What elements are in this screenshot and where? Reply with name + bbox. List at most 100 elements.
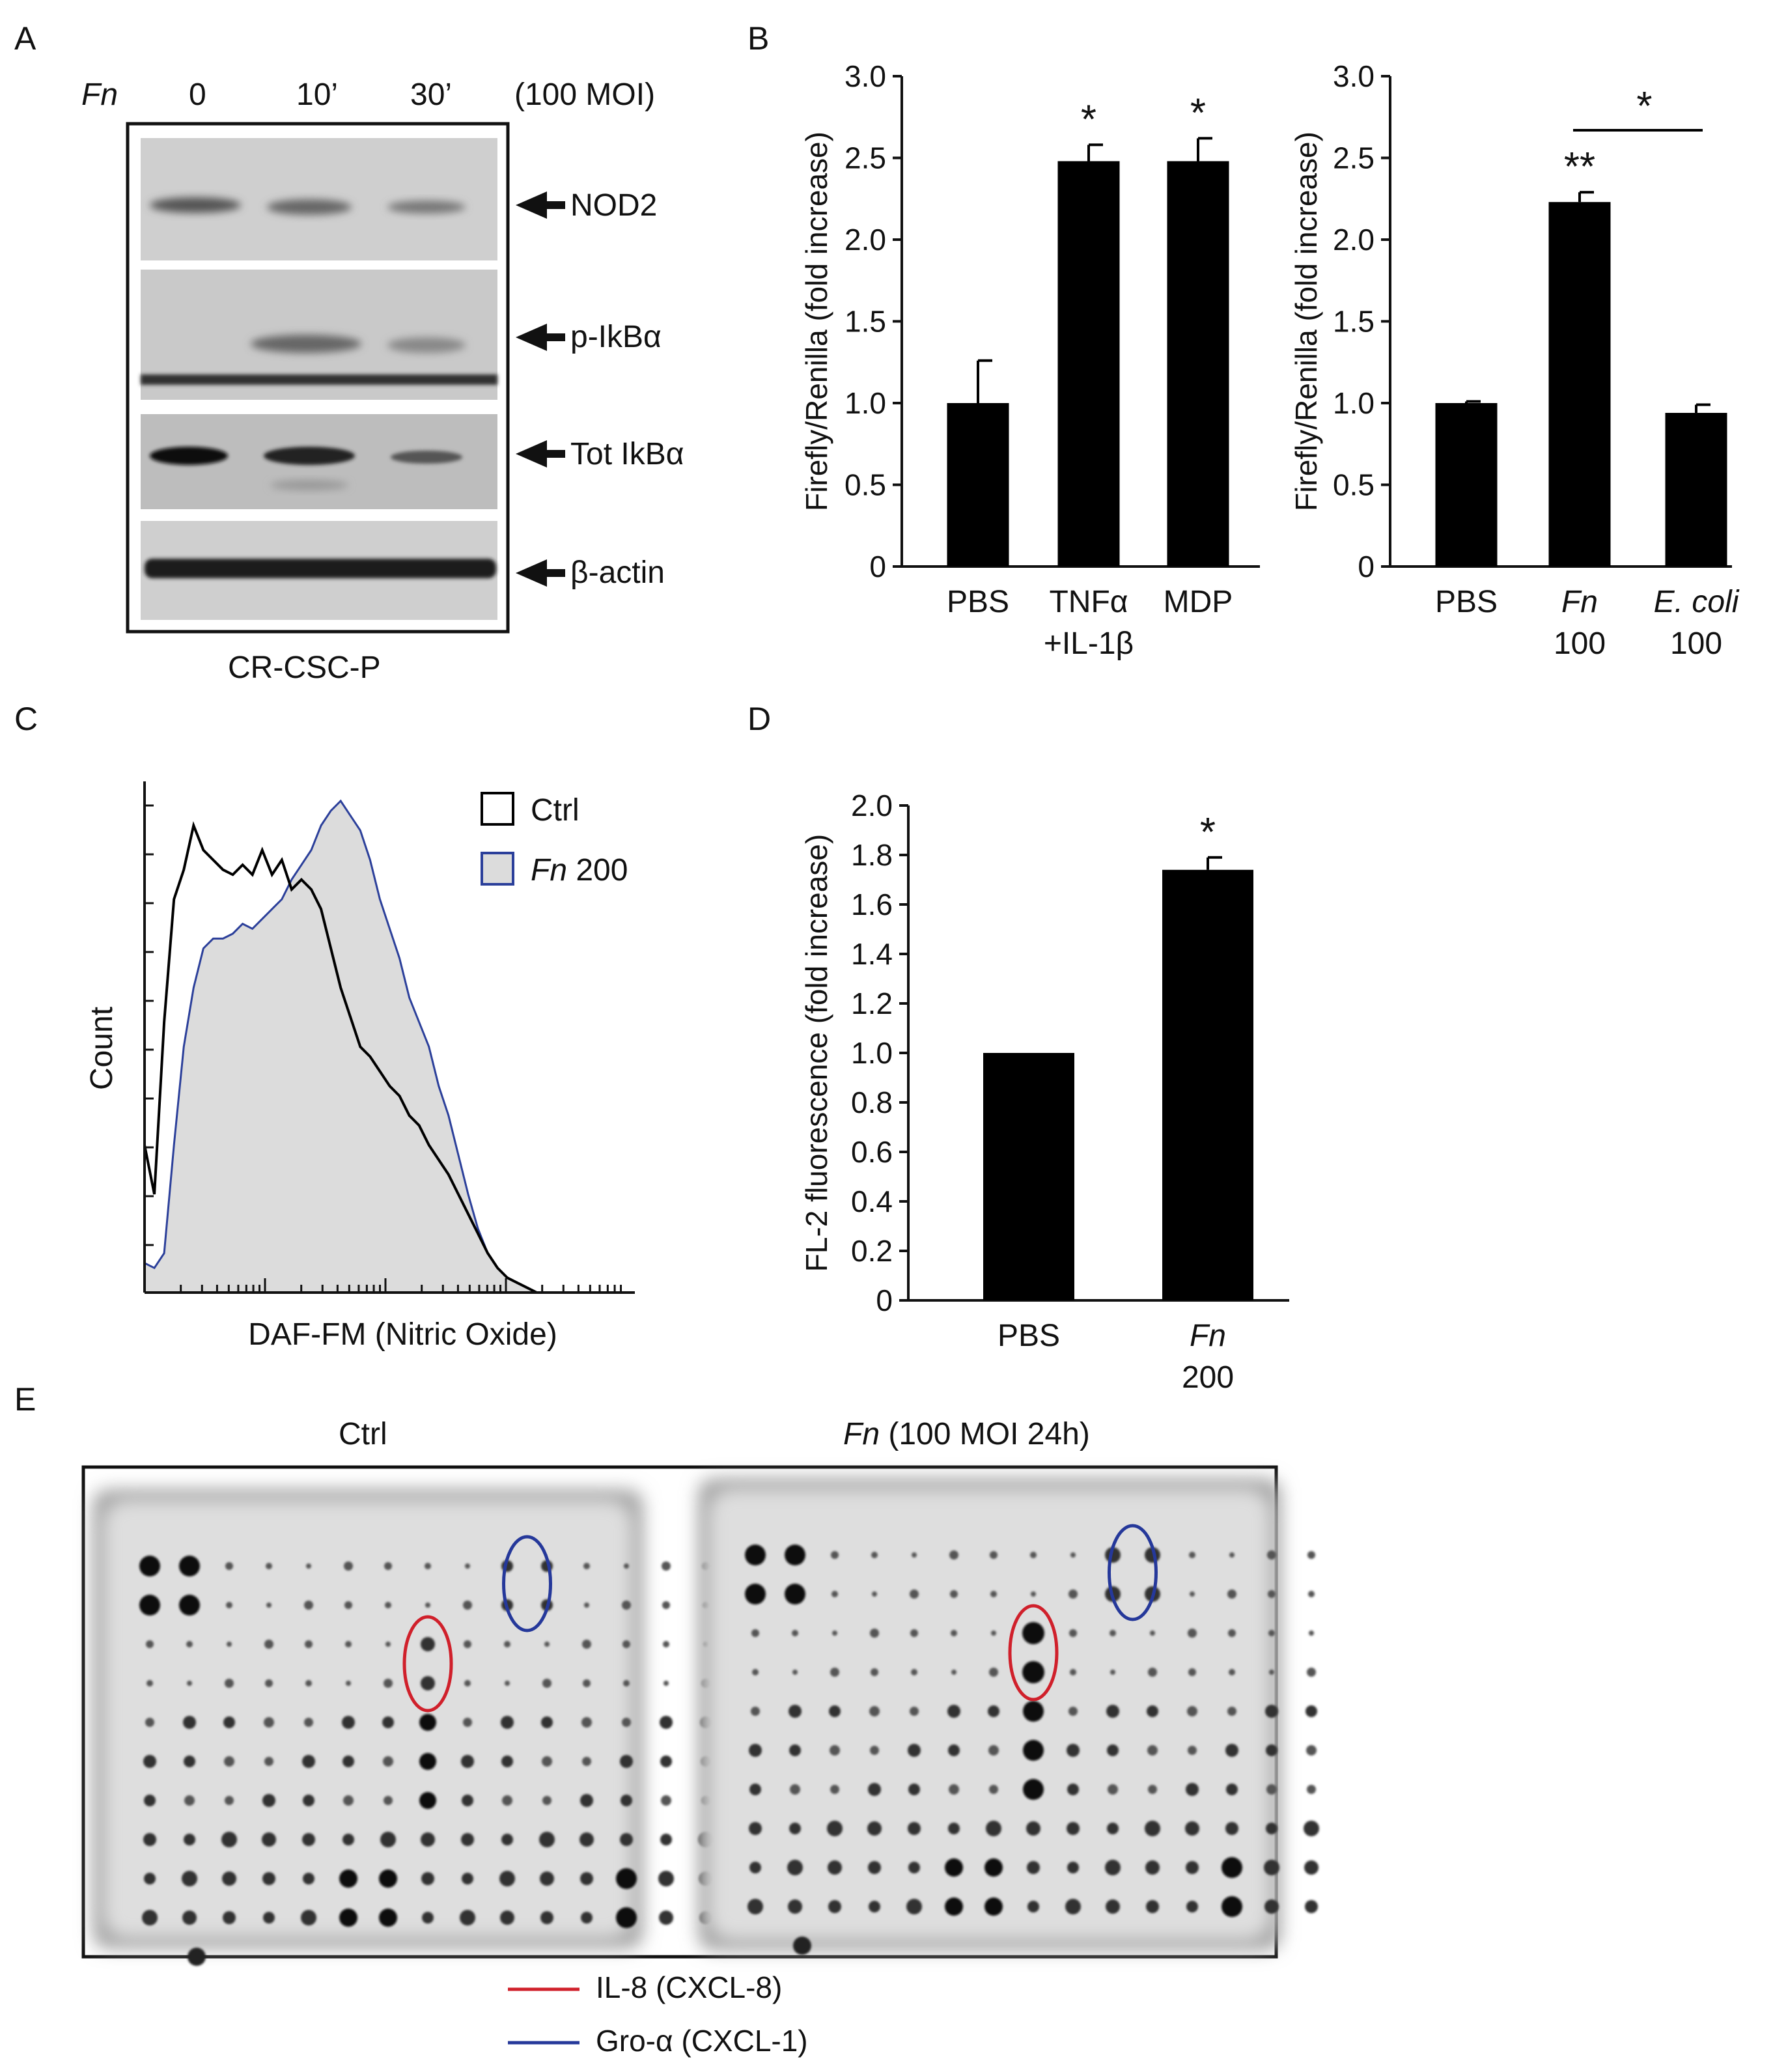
y-axis-label: Firefly/Renilla (fold increase) bbox=[800, 132, 833, 511]
array-spot bbox=[1145, 1586, 1160, 1602]
array-spot bbox=[501, 1834, 513, 1845]
array-spot bbox=[749, 1744, 762, 1757]
array-spot bbox=[1267, 1550, 1276, 1560]
array-spot bbox=[579, 1832, 594, 1847]
band-label-pikba: p-IkBα bbox=[570, 320, 662, 354]
legend-label-fn-dose: 200 bbox=[576, 853, 628, 888]
array-spot bbox=[701, 1756, 711, 1767]
array-spot bbox=[542, 1756, 552, 1767]
y-tick-label: 1.5 bbox=[1333, 305, 1375, 339]
array-spot bbox=[828, 1860, 842, 1875]
array-spot bbox=[226, 1602, 232, 1608]
y-tick-label: 1.0 bbox=[851, 1036, 893, 1070]
array-spot bbox=[464, 1640, 471, 1648]
array-spot bbox=[872, 1591, 877, 1597]
array-spot bbox=[623, 1680, 630, 1687]
array-spot bbox=[384, 1679, 393, 1688]
array-spot bbox=[984, 1858, 1003, 1877]
array-spot bbox=[788, 1899, 802, 1914]
array-spot bbox=[1189, 1552, 1195, 1558]
array-spot bbox=[303, 1873, 314, 1884]
array-spot bbox=[662, 1561, 671, 1571]
array-spot bbox=[1228, 1629, 1236, 1637]
lane-label-0: 0 bbox=[189, 77, 206, 112]
category-label: Fn bbox=[1190, 1319, 1226, 1353]
array-spot bbox=[182, 1911, 197, 1925]
array-spot bbox=[465, 1563, 470, 1569]
array-spot bbox=[379, 1909, 397, 1927]
array-spot bbox=[1145, 1860, 1160, 1875]
array-spot bbox=[266, 1603, 272, 1608]
il8-highlight bbox=[1008, 1604, 1059, 1701]
panel-letter-c: C bbox=[14, 701, 38, 737]
array-spot bbox=[265, 1679, 273, 1687]
y-tick-label: 1.2 bbox=[851, 987, 893, 1020]
array-spot bbox=[698, 1832, 714, 1847]
array-spot bbox=[182, 1871, 197, 1886]
array-spot bbox=[303, 1795, 314, 1806]
array-spot bbox=[699, 1911, 712, 1924]
y-tick-label: 1.8 bbox=[851, 838, 893, 872]
array-spot bbox=[385, 1642, 391, 1647]
y-tick-label: 0.2 bbox=[851, 1234, 893, 1268]
array-spot bbox=[306, 1563, 311, 1569]
array-spot bbox=[827, 1821, 843, 1836]
bar bbox=[1665, 413, 1727, 567]
array-spot bbox=[463, 1718, 472, 1727]
array-spot bbox=[1105, 1547, 1121, 1563]
array-spot bbox=[829, 1705, 841, 1717]
category-label: 200 bbox=[1182, 1360, 1234, 1395]
category-label: +IL-1β bbox=[1044, 626, 1134, 661]
array-spot bbox=[1106, 1899, 1120, 1914]
array-spot bbox=[663, 1681, 669, 1686]
array-spot bbox=[379, 1869, 397, 1888]
array-spot bbox=[464, 1680, 471, 1687]
array-spot bbox=[144, 1795, 156, 1806]
significance-mark: * bbox=[1200, 810, 1216, 855]
array-spot bbox=[658, 1871, 674, 1886]
array-spot bbox=[1309, 1631, 1314, 1636]
array-spot bbox=[1027, 1861, 1040, 1874]
array-spot bbox=[583, 1563, 590, 1569]
bar bbox=[1435, 403, 1498, 567]
array-spot bbox=[1307, 1668, 1316, 1677]
array-spot bbox=[751, 1707, 760, 1716]
array-spot bbox=[542, 1796, 551, 1805]
array-spot bbox=[659, 1911, 673, 1925]
y-tick-label: 1.4 bbox=[851, 937, 893, 971]
array-spot bbox=[1023, 1740, 1044, 1761]
category-label: E. coli bbox=[1654, 585, 1740, 619]
array-spot bbox=[419, 1792, 436, 1809]
y-tick-label: 2.5 bbox=[845, 141, 886, 175]
array-spot bbox=[463, 1601, 472, 1610]
category-label: PBS bbox=[998, 1319, 1060, 1353]
array-spot bbox=[789, 1744, 801, 1756]
array-spot bbox=[700, 1716, 712, 1728]
array-spot bbox=[1070, 1669, 1076, 1675]
array-spot bbox=[384, 1796, 393, 1805]
array-spot bbox=[948, 1823, 960, 1834]
array-spot bbox=[1227, 1589, 1236, 1599]
y-tick-label: 1.0 bbox=[845, 386, 886, 420]
array-spot bbox=[264, 1757, 273, 1766]
bracket-mark: * bbox=[1636, 84, 1652, 129]
array-spot bbox=[621, 1795, 632, 1806]
histogram-line-ctrl bbox=[143, 820, 596, 1294]
array-spot bbox=[949, 1784, 959, 1795]
array-spot bbox=[262, 1872, 275, 1885]
y-tick-label: 1.0 bbox=[1333, 386, 1375, 420]
array-spot bbox=[661, 1795, 671, 1806]
bar bbox=[1162, 869, 1253, 1300]
histogram-fill-fn bbox=[145, 801, 596, 1293]
category-label: MDP bbox=[1164, 585, 1233, 619]
array-spot bbox=[541, 1599, 553, 1611]
array-spot bbox=[830, 1785, 839, 1794]
y-tick-label: 2.5 bbox=[1333, 141, 1375, 175]
array-spot bbox=[304, 1601, 313, 1610]
legend-label-fn-italic: Fn bbox=[531, 853, 576, 888]
array-spot bbox=[339, 1869, 357, 1888]
array-spot bbox=[869, 1901, 880, 1912]
array-title-fn-rest: (100 MOI 24h) bbox=[888, 1417, 1090, 1451]
array-spot bbox=[541, 1716, 553, 1728]
array-spot bbox=[908, 1822, 921, 1835]
